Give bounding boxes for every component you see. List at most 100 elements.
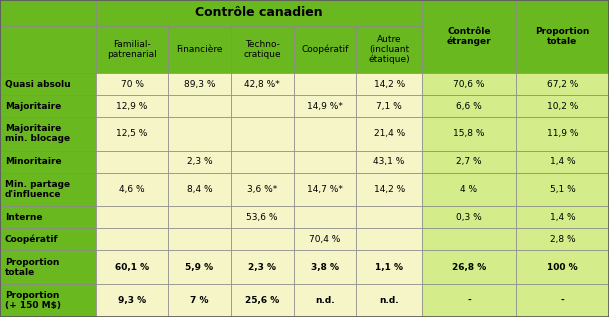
Text: 26,8 %: 26,8 % bbox=[452, 262, 486, 272]
Bar bbox=[356, 250, 422, 284]
Bar bbox=[96, 228, 168, 250]
Bar bbox=[294, 151, 356, 173]
Text: 4,6 %: 4,6 % bbox=[119, 185, 145, 194]
Bar bbox=[231, 151, 294, 173]
Text: 21,4 %: 21,4 % bbox=[373, 129, 405, 139]
Bar bbox=[294, 26, 356, 73]
Bar bbox=[0, 284, 96, 317]
Bar bbox=[168, 95, 231, 117]
Bar bbox=[356, 228, 422, 250]
Bar bbox=[96, 151, 168, 173]
Text: Coopératif: Coopératif bbox=[5, 235, 58, 244]
Bar bbox=[168, 284, 231, 317]
Text: 89,3 %: 89,3 % bbox=[184, 80, 215, 88]
Bar bbox=[0, 95, 96, 117]
Text: Majoritaire
min. blocage: Majoritaire min. blocage bbox=[5, 124, 70, 144]
Bar bbox=[516, 73, 609, 95]
Bar bbox=[294, 73, 356, 95]
Bar bbox=[96, 26, 168, 73]
Bar bbox=[422, 95, 516, 117]
Bar bbox=[231, 26, 294, 73]
Text: 1,4 %: 1,4 % bbox=[549, 157, 576, 166]
Text: 42,8 %*: 42,8 %* bbox=[244, 80, 280, 88]
Bar bbox=[516, 250, 609, 284]
Text: 14,2 %: 14,2 % bbox=[373, 80, 405, 88]
Text: 1,1 %: 1,1 % bbox=[375, 262, 403, 272]
Text: 43,1 %: 43,1 % bbox=[373, 157, 405, 166]
Bar bbox=[422, 206, 516, 228]
Text: Quasi absolu: Quasi absolu bbox=[5, 80, 71, 88]
Text: 6,6 %: 6,6 % bbox=[456, 102, 482, 111]
Bar bbox=[168, 73, 231, 95]
Bar bbox=[356, 117, 422, 151]
Bar bbox=[294, 250, 356, 284]
Text: 10,2 %: 10,2 % bbox=[547, 102, 578, 111]
Text: 70 %: 70 % bbox=[121, 80, 144, 88]
Bar bbox=[168, 173, 231, 206]
Bar bbox=[168, 151, 231, 173]
Bar bbox=[422, 151, 516, 173]
Bar bbox=[0, 228, 96, 250]
Bar bbox=[0, 250, 96, 284]
Text: Contrôle canadien: Contrôle canadien bbox=[195, 6, 323, 20]
Text: 14,2 %: 14,2 % bbox=[373, 185, 405, 194]
Bar bbox=[294, 173, 356, 206]
Bar bbox=[96, 284, 168, 317]
Bar bbox=[231, 173, 294, 206]
Bar bbox=[294, 206, 356, 228]
Text: -: - bbox=[560, 296, 565, 305]
Bar bbox=[294, 95, 356, 117]
Text: 2,8 %: 2,8 % bbox=[549, 235, 576, 244]
Bar bbox=[96, 73, 168, 95]
Text: 0,3 %: 0,3 % bbox=[456, 213, 482, 222]
Bar bbox=[231, 95, 294, 117]
Bar bbox=[294, 117, 356, 151]
Bar bbox=[356, 151, 422, 173]
Bar bbox=[294, 228, 356, 250]
Bar bbox=[516, 117, 609, 151]
Text: 12,9 %: 12,9 % bbox=[116, 102, 148, 111]
Bar bbox=[0, 173, 96, 206]
Text: n.d.: n.d. bbox=[379, 296, 399, 305]
Text: 2,3 %: 2,3 % bbox=[186, 157, 213, 166]
Text: 70,6 %: 70,6 % bbox=[453, 80, 485, 88]
Text: Proportion
totale: Proportion totale bbox=[535, 27, 590, 46]
Bar bbox=[0, 0, 96, 26]
Bar bbox=[356, 284, 422, 317]
Bar bbox=[0, 151, 96, 173]
Bar bbox=[516, 228, 609, 250]
Text: n.d.: n.d. bbox=[315, 296, 335, 305]
Text: 7 %: 7 % bbox=[190, 296, 209, 305]
Text: 3,8 %: 3,8 % bbox=[311, 262, 339, 272]
Text: 11,9 %: 11,9 % bbox=[547, 129, 578, 139]
Bar bbox=[96, 95, 168, 117]
Text: 3,6 %*: 3,6 %* bbox=[247, 185, 277, 194]
Bar bbox=[168, 228, 231, 250]
Text: Min. partage
d'influence: Min. partage d'influence bbox=[5, 180, 70, 199]
Text: 14,7 %*: 14,7 %* bbox=[307, 185, 343, 194]
Bar bbox=[168, 117, 231, 151]
Bar bbox=[0, 26, 96, 73]
Bar bbox=[231, 284, 294, 317]
Text: 7,1 %: 7,1 % bbox=[376, 102, 402, 111]
Bar bbox=[168, 206, 231, 228]
Bar bbox=[422, 250, 516, 284]
Text: 2,3 %: 2,3 % bbox=[248, 262, 276, 272]
Bar bbox=[422, 173, 516, 206]
Text: 53,6 %: 53,6 % bbox=[247, 213, 278, 222]
Bar bbox=[96, 173, 168, 206]
Bar bbox=[422, 228, 516, 250]
Text: Proportion
(+ 150 M$): Proportion (+ 150 M$) bbox=[5, 291, 61, 310]
Text: Coopératif: Coopératif bbox=[301, 45, 348, 54]
Bar bbox=[231, 117, 294, 151]
Bar bbox=[516, 173, 609, 206]
Text: 67,2 %: 67,2 % bbox=[547, 80, 578, 88]
Bar bbox=[96, 0, 422, 26]
Text: Autre
(incluant
étatique): Autre (incluant étatique) bbox=[368, 35, 410, 64]
Text: Techno-
cratique: Techno- cratique bbox=[244, 40, 281, 59]
Text: Majoritaire: Majoritaire bbox=[5, 102, 61, 111]
Bar bbox=[96, 117, 168, 151]
Text: 60,1 %: 60,1 % bbox=[115, 262, 149, 272]
Bar bbox=[356, 206, 422, 228]
Bar bbox=[0, 117, 96, 151]
